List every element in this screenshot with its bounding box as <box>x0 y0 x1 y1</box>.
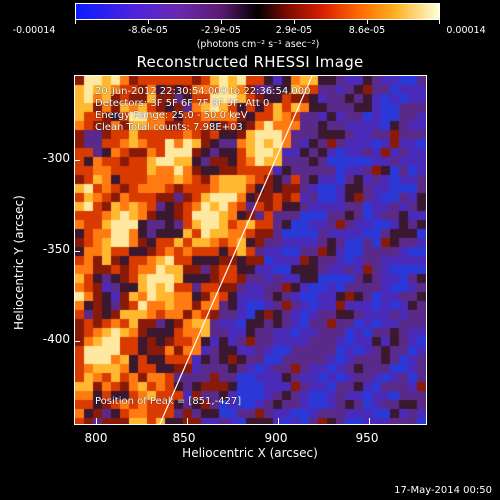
y-tick-label: -400 <box>42 332 70 346</box>
x-tick-label: 850 <box>172 431 196 445</box>
y-tick-label: -300 <box>42 151 70 165</box>
colorbar-tick-label: 8.6e-05 <box>348 25 386 36</box>
colorbar-tick-mark <box>148 20 149 24</box>
image-title: Reconstructed RHESSI Image <box>136 53 364 71</box>
colorbar-tick-mark <box>294 20 295 24</box>
x-axis-label: Heliocentric X (arcsec) <box>182 446 318 460</box>
y-axis-label: Heliocentric Y (arcsec) <box>12 195 26 330</box>
colorbar-tick-mark <box>439 20 440 24</box>
peak-position-text: Position of Peak = [851,-427] <box>95 396 242 407</box>
detectors-text: Detectors: 3F 5F 6F 7F 8F 9F, Att 0 <box>95 98 270 109</box>
reconstructed-image <box>75 76 426 424</box>
colorbar-tick-mark <box>367 20 368 24</box>
y-tick-label: -350 <box>42 242 70 256</box>
y-tick-mark <box>74 251 80 252</box>
footer-timestamp: 17-May-2014 00:50 <box>394 485 492 496</box>
colorbar-tick-mark <box>221 20 222 24</box>
y-tick-mark <box>74 341 80 342</box>
colorbar-tick-label: -8.6e-05 <box>128 25 168 36</box>
x-tick-mark <box>187 418 188 424</box>
colorbar-tick-label: -2.9e-05 <box>201 25 241 36</box>
x-tick-mark <box>369 418 370 424</box>
x-tick-label: 900 <box>264 431 288 445</box>
colorbar-unit-label: (photons cm⁻² s⁻¹ asec⁻²) <box>196 39 320 50</box>
solar-image-plot: 20-Jun-2012 22:30:54.000 to 22:36:54.000… <box>74 75 427 425</box>
limb-overlay <box>159 76 313 424</box>
x-tick-mark <box>96 418 97 424</box>
clean-counts-text: Clean Total counts: 7.98E+03 <box>95 122 243 133</box>
x-tick-label: 950 <box>355 431 379 445</box>
colorbar-tick-label: -0.00014 <box>12 25 56 36</box>
time-range-text: 20-Jun-2012 22:30:54.000 to 22:36:54.000 <box>95 86 311 97</box>
x-tick-mark <box>278 418 279 424</box>
colorbar-tick-mark <box>75 20 76 24</box>
colorbar <box>75 3 440 20</box>
x-tick-label: 800 <box>84 431 108 445</box>
y-tick-mark <box>74 160 80 161</box>
colorbar-tick-label: 0.00014 <box>446 25 486 36</box>
solar-limb-line <box>159 76 313 424</box>
energy-range-text: Energy Range: 25.0 - 50.0 keV <box>95 110 248 121</box>
y-axis: -300 -350 -400 <box>0 0 70 500</box>
colorbar-tick-label: 2.9e-05 <box>275 25 313 36</box>
